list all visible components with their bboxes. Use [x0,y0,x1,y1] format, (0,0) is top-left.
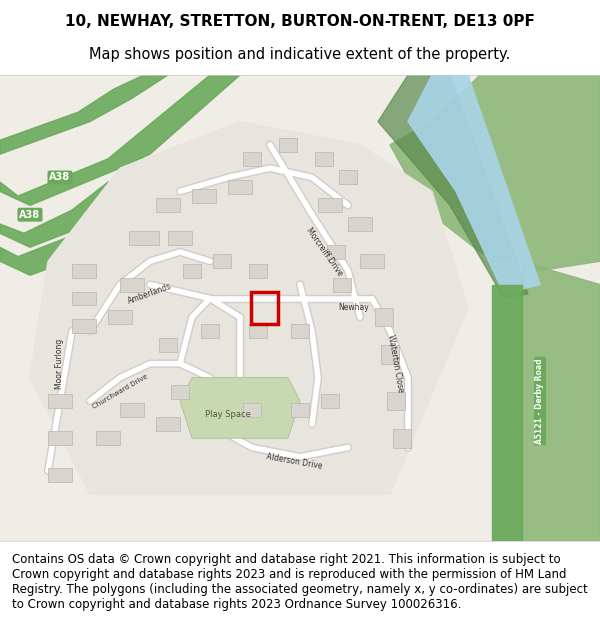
Bar [120,403,144,418]
Text: Contains OS data © Crown copyright and database right 2021. This information is : Contains OS data © Crown copyright and d… [12,553,588,611]
Bar [129,231,159,245]
Text: 10, NEWHAY, STRETTON, BURTON-ON-TRENT, DE13 0PF: 10, NEWHAY, STRETTON, BURTON-ON-TRENT, D… [65,14,535,29]
Bar [72,291,96,306]
Text: Map shows position and indicative extent of the property.: Map shows position and indicative extent… [89,46,511,61]
Text: Play Space: Play Space [205,411,251,419]
Bar [213,254,231,268]
Text: Moor Furlong: Moor Furlong [56,339,65,389]
Bar [381,345,399,364]
Polygon shape [0,182,180,275]
Polygon shape [378,75,528,299]
Text: A38: A38 [49,173,71,182]
Bar [120,278,144,291]
Polygon shape [0,182,132,248]
Bar [48,469,72,482]
Bar [159,338,177,352]
Bar [333,278,351,291]
Bar [339,171,357,184]
Polygon shape [0,75,240,206]
Polygon shape [30,121,468,494]
Polygon shape [390,75,600,271]
Text: A5121 - Derby Road: A5121 - Derby Road [536,358,545,444]
Bar [192,189,216,203]
Bar [315,152,333,166]
Bar [48,394,72,408]
Bar [327,245,345,259]
Bar [249,324,267,338]
Text: Alderson Drive: Alderson Drive [265,452,323,471]
Bar [348,217,372,231]
Bar [72,319,96,333]
Bar [360,254,384,268]
Bar [279,138,297,152]
Bar [228,180,252,194]
Text: Newhay: Newhay [338,303,370,312]
Bar [375,308,393,326]
Text: A38: A38 [19,210,41,219]
Text: Waterton Close: Waterton Close [386,334,406,393]
Polygon shape [492,284,522,541]
Bar [393,429,411,448]
Text: Churchward Drive: Churchward Drive [91,373,149,410]
Polygon shape [522,261,600,541]
Bar [72,264,96,278]
Polygon shape [408,75,540,294]
Bar [183,264,201,278]
Bar [171,384,189,399]
Polygon shape [180,378,300,438]
Bar [318,198,342,212]
Bar [387,392,405,410]
Bar [291,324,309,338]
Text: Morcreiff Drive: Morcreiff Drive [304,226,344,278]
Bar [168,231,192,245]
Bar [243,152,261,166]
Bar [291,403,309,418]
Bar [249,264,267,278]
Polygon shape [0,75,600,541]
Bar [48,431,72,445]
Bar [96,431,120,445]
Bar [156,198,180,212]
Bar [108,310,132,324]
Bar [321,394,339,408]
Polygon shape [0,75,168,154]
Bar [251,291,277,324]
Bar [201,324,219,338]
Text: Amberlands: Amberlands [127,282,173,306]
Bar [243,403,261,418]
Bar [156,418,180,431]
